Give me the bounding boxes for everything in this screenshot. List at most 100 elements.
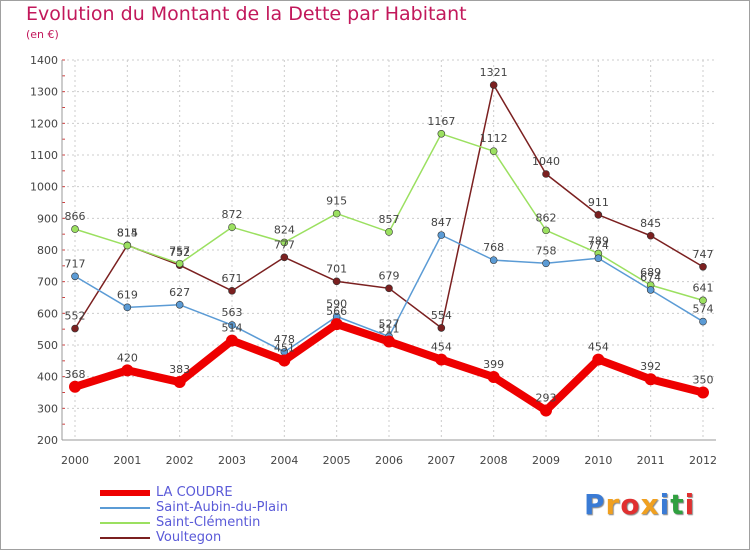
logo-letter: x bbox=[640, 488, 660, 521]
chart-title: Evolution du Montant de la Dette par Hab… bbox=[26, 3, 467, 25]
data-point bbox=[542, 226, 550, 235]
data-label: 915 bbox=[326, 195, 347, 208]
data-label: 399 bbox=[483, 358, 504, 371]
data-label: 701 bbox=[326, 262, 347, 275]
data-label: 350 bbox=[693, 374, 714, 387]
data-label: 845 bbox=[640, 217, 661, 230]
logo-letter: P bbox=[584, 488, 606, 521]
y-tick-label: 1000 bbox=[30, 181, 58, 194]
data-label: 1167 bbox=[427, 115, 455, 128]
y-tick-label: 1300 bbox=[30, 86, 58, 99]
x-tick-label: 2012 bbox=[689, 454, 717, 467]
data-label: 627 bbox=[169, 286, 190, 299]
legend-swatch-saint-aubin bbox=[100, 507, 150, 509]
data-label: 552 bbox=[65, 310, 86, 323]
data-label: 566 bbox=[326, 305, 347, 318]
data-point bbox=[592, 353, 605, 366]
x-tick-label: 2007 bbox=[427, 454, 455, 467]
data-point bbox=[437, 324, 446, 332]
logo-letter: o bbox=[620, 488, 641, 521]
y-tick-label: 800 bbox=[37, 244, 58, 257]
data-point bbox=[699, 317, 707, 326]
data-point bbox=[228, 321, 236, 329]
data-label: 619 bbox=[117, 288, 138, 301]
data-point bbox=[489, 256, 498, 264]
x-tick-label: 2005 bbox=[323, 454, 351, 467]
data-point bbox=[69, 380, 81, 393]
data-label: 574 bbox=[693, 303, 714, 316]
data-label: 671 bbox=[222, 272, 243, 285]
data-label: 824 bbox=[274, 223, 295, 236]
data-label: 747 bbox=[693, 248, 714, 261]
data-label: 815 bbox=[117, 226, 138, 239]
data-label: 368 bbox=[65, 368, 86, 381]
data-point bbox=[385, 228, 393, 236]
data-point bbox=[278, 354, 291, 367]
data-label: 674 bbox=[640, 271, 661, 284]
data-point bbox=[542, 170, 550, 178]
legend-swatch-saint-clementin bbox=[100, 522, 150, 524]
data-label: 293 bbox=[536, 392, 557, 405]
y-tick-label: 500 bbox=[37, 339, 58, 352]
x-tick-label: 2009 bbox=[532, 454, 560, 467]
data-label: 383 bbox=[169, 363, 190, 376]
data-label: 451 bbox=[274, 342, 295, 355]
data-label: 814 bbox=[117, 227, 138, 240]
data-point bbox=[175, 300, 184, 309]
data-label: 774 bbox=[588, 239, 609, 252]
data-point bbox=[489, 81, 498, 89]
x-tick-label: 2004 bbox=[270, 454, 298, 467]
data-label: 514 bbox=[222, 322, 243, 335]
data-label: 768 bbox=[483, 241, 504, 254]
data-point bbox=[385, 284, 393, 293]
data-label: 563 bbox=[222, 306, 243, 319]
logo-letter: i bbox=[659, 488, 671, 521]
data-point bbox=[699, 262, 707, 271]
legend-label-saint-aubin: Saint-Aubin-du-Plain bbox=[156, 500, 288, 515]
data-label: 554 bbox=[431, 309, 452, 322]
data-point bbox=[437, 129, 446, 138]
data-label: 527 bbox=[379, 317, 400, 330]
data-label: 454 bbox=[588, 341, 609, 354]
data-point bbox=[332, 209, 341, 218]
data-label: 847 bbox=[431, 216, 452, 229]
y-tick-label: 1100 bbox=[30, 149, 58, 162]
data-label: 789 bbox=[588, 234, 609, 247]
data-point bbox=[175, 259, 184, 268]
data-point bbox=[487, 370, 500, 383]
data-label: 872 bbox=[222, 208, 243, 221]
y-tick-label: 1400 bbox=[30, 54, 58, 67]
data-label: 857 bbox=[379, 213, 400, 226]
data-point bbox=[489, 147, 498, 155]
data-point bbox=[226, 334, 238, 347]
logo-letter: i bbox=[684, 488, 696, 521]
data-point bbox=[330, 318, 343, 331]
data-point bbox=[123, 303, 132, 312]
data-point bbox=[121, 364, 134, 377]
data-label: 866 bbox=[65, 210, 86, 223]
data-label: 478 bbox=[274, 333, 295, 346]
data-point bbox=[594, 211, 603, 219]
data-label: 777 bbox=[274, 238, 295, 251]
data-point bbox=[123, 241, 132, 250]
data-point bbox=[644, 373, 657, 386]
y-tick-label: 400 bbox=[37, 371, 58, 384]
x-tick-label: 2002 bbox=[166, 454, 194, 467]
data-point bbox=[383, 335, 395, 348]
y-tick-label: 200 bbox=[37, 434, 58, 447]
legend-swatch-voultegon bbox=[100, 537, 150, 539]
x-tick-label: 2008 bbox=[480, 454, 508, 467]
data-label: 454 bbox=[431, 341, 452, 354]
x-tick-label: 2003 bbox=[218, 454, 246, 467]
data-point bbox=[280, 253, 289, 262]
chart-subtitle: (en €) bbox=[26, 28, 59, 41]
data-point bbox=[173, 376, 186, 389]
data-point bbox=[280, 238, 289, 247]
data-label: 641 bbox=[693, 281, 714, 294]
x-tick-label: 2006 bbox=[375, 454, 403, 467]
data-point bbox=[71, 272, 79, 281]
x-tick-label: 2001 bbox=[113, 454, 141, 467]
data-label: 1040 bbox=[532, 155, 560, 168]
proxiti-logo: Proxiti bbox=[584, 488, 695, 521]
